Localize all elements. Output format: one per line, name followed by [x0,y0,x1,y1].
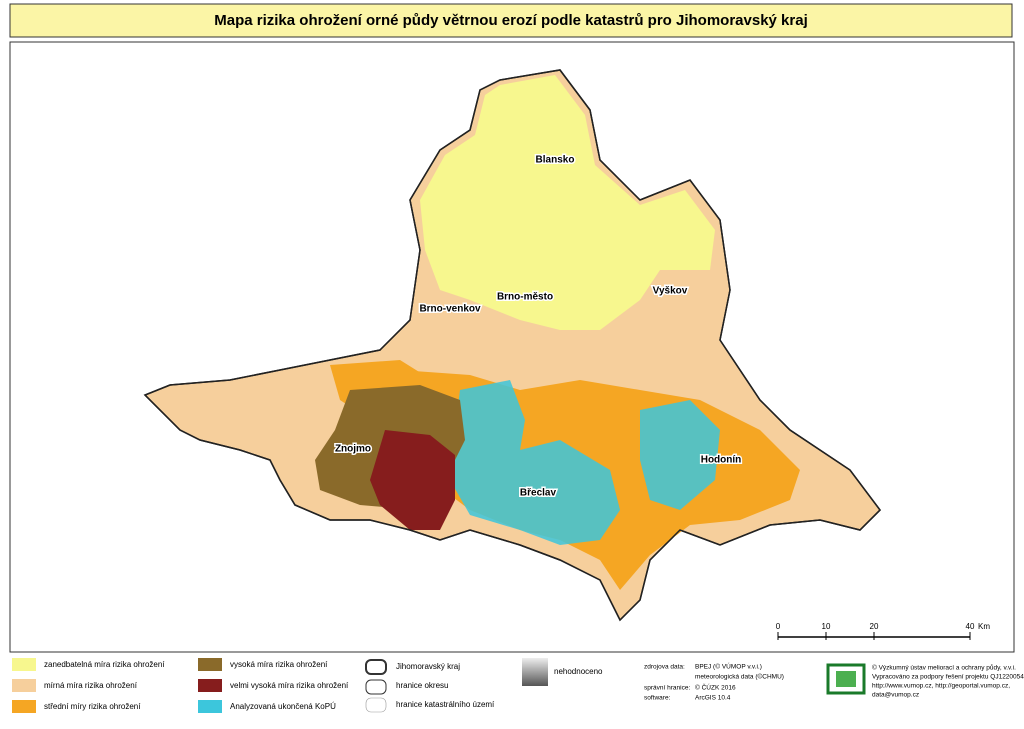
scale-unit: Km [978,622,990,631]
legend-label: hranice okresu [396,681,448,690]
district-boundary-icon [365,679,387,695]
source-label: správní hranice: [644,685,690,692]
district-label: Znojmo [335,444,371,455]
district-label: Brno-venkov [419,304,481,315]
credit-line: © Výzkumný ústav meliorací a ochrany půd… [872,664,1016,672]
source-label: software: [644,695,671,702]
logo [826,663,866,695]
map [143,69,881,622]
scale-label: 40 [966,622,975,631]
legend-label: Analyzovaná ukončená KoPÚ [230,702,336,711]
kopu-hodonin [640,400,720,510]
logo-inner [836,671,856,687]
scale-label: 0 [776,622,781,631]
source-value: meteorologická data (©CHMU) [695,673,784,681]
scale-label: 10 [822,622,831,631]
scale-label: 20 [870,622,879,631]
legend-label: nehodnoceno [554,667,603,676]
region-boundary-icon [365,659,387,675]
source-value: BPEJ (© VÚMOP v.v.i.) [695,662,762,671]
region-outline [143,69,881,622]
credit-line: Vypracováno za podpory řešení projektu Q… [872,674,1024,681]
legend-swatch [198,679,222,692]
legend-swatch [198,658,222,671]
cadastre-boundary-icon [365,697,387,713]
title-box [9,3,1013,38]
district-label: Vyškov [653,286,688,297]
legend-label: vysoká míra rizika ohrožení [230,660,328,669]
legend-label: Jihomoravský kraj [396,662,460,671]
credit-line: http://www.vumop.cz, http://geoportal.vu… [872,683,1010,690]
low-risk-north [420,75,715,330]
legend-label: mírná míra rizika ohrožení [44,681,138,690]
credit-line: data@vumop.cz [872,692,919,699]
title: Mapa rizika ohrožení orné půdy větrnou e… [214,12,807,29]
district-label: Hodonín [701,455,742,466]
legend-swatch [198,700,222,713]
district-label: Brno-město [497,292,553,303]
district-label: Blansko [536,155,575,166]
legend-label: velmi vysoká míra rizika ohrožení [230,681,349,690]
legend-label: hranice katastrálního území [396,700,495,709]
legend-label: střední míry rizika ohrožení [44,702,141,711]
legend-swatch [12,700,36,713]
unrated-swatch [522,658,548,686]
legend-swatch [12,679,36,692]
source-value: © ČÚZK 2016 [695,683,736,692]
kopu-breclav [450,380,620,545]
legend-swatch [12,658,36,671]
district-label: Břeclav [520,488,557,499]
source-label: zdrojova data: [644,664,685,671]
very-high-risk-znojmo [370,430,455,530]
source-value: ArcGIS 10.4 [695,695,731,702]
legend-label: zanedbatelná míra rizika ohrožení [44,660,165,669]
